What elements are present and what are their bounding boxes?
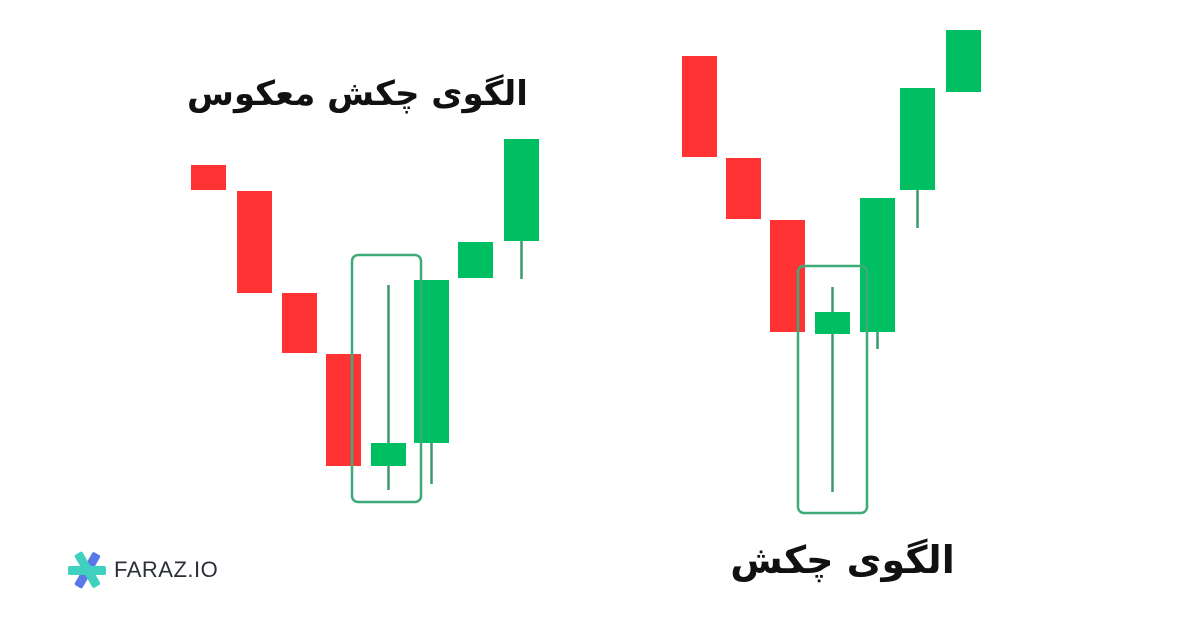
hammer-candle-2-bearish: [726, 158, 761, 219]
inverted-hammer-title: الگوی چکش معکوس: [187, 74, 528, 114]
hammer-candle-1-bearish: [682, 56, 717, 157]
hammer-candle-6-bullish: [900, 88, 935, 190]
inverted_hammer-candle-8-bullish: [504, 139, 539, 241]
inverted_hammer-candle-3-bearish: [282, 293, 317, 353]
hammer-candle-7-bullish: [946, 30, 981, 92]
logo: FARAZ.IO: [66, 549, 218, 591]
inverted_hammer-candle-2-bearish: [237, 191, 272, 293]
hammer-title: الگوی چکش: [730, 538, 955, 582]
hammer-candle-5-bullish: [860, 198, 895, 332]
inverted_hammer-candle-1-bearish: [191, 165, 226, 190]
hammer-candle-3-bearish: [770, 220, 805, 332]
inverted_hammer-candle-7-bullish: [458, 242, 493, 278]
asterisk-logo-icon: [68, 551, 106, 589]
hammer-highlight-box: [796, 264, 869, 515]
inverted_hammer-candle-6-bullish: [414, 280, 449, 443]
inverted_hammer-candle-5-bullish: [371, 443, 406, 466]
inverted_hammer-candle-4-bearish: [326, 354, 361, 466]
hammer-candle-4-bullish: [815, 312, 850, 334]
logo-text: FARAZ.IO: [114, 557, 219, 582]
inverted_hammer-highlight-box: [350, 253, 423, 504]
